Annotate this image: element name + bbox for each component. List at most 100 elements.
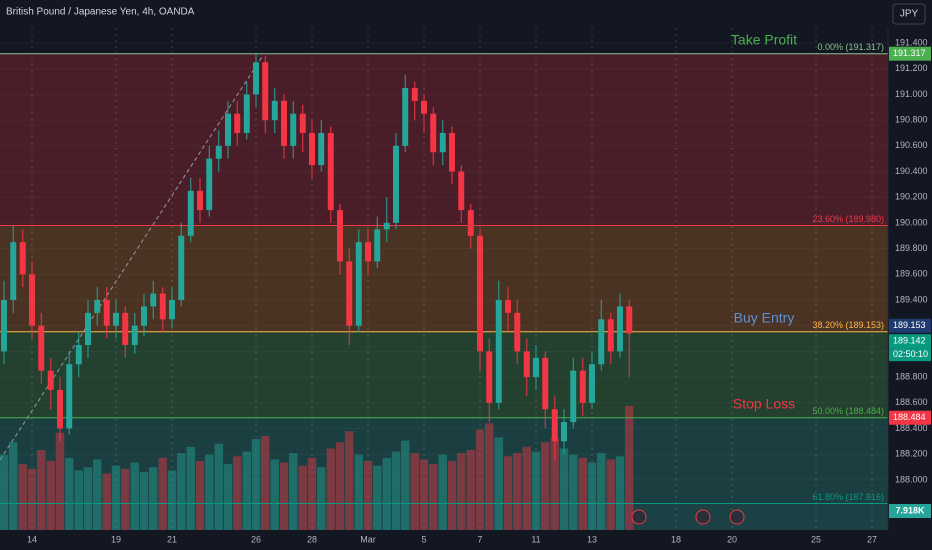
price-axis — [888, 0, 932, 550]
candle-body — [402, 88, 409, 146]
volume — [0, 405, 634, 530]
currency-button[interactable] — [892, 3, 926, 25]
candle-body — [598, 319, 605, 365]
volume-bar — [27, 468, 37, 530]
candles — [1, 53, 633, 461]
volume-bar — [597, 453, 606, 530]
volume-bar — [177, 453, 186, 530]
currency-label[interactable]: JPY — [900, 9, 919, 20]
candle-body — [626, 306, 633, 334]
candle-body — [411, 88, 418, 101]
volume-tag-label: 7.918K — [895, 505, 925, 515]
volume-bar — [233, 456, 242, 530]
volume-bar — [55, 432, 65, 530]
y-tick-label: 189.800 — [895, 243, 928, 253]
y-tick-label: 191.000 — [895, 89, 928, 99]
volume-bar — [559, 448, 569, 530]
event-icon[interactable] — [729, 509, 745, 525]
candle-body — [150, 293, 157, 307]
chart-title: British Pound / Japanese Yen, 4h, OANDA — [6, 7, 195, 18]
x-tick-label: 7 — [478, 534, 483, 544]
volume-bar — [93, 459, 102, 530]
volume-bar — [195, 460, 205, 530]
candle-body — [383, 222, 390, 230]
x-tick-label: 19 — [111, 534, 121, 544]
x-tick-label: 25 — [811, 534, 821, 544]
x-tick-label: 20 — [727, 534, 737, 544]
candle-body — [449, 132, 455, 172]
grid — [0, 28, 888, 530]
candle-body — [617, 306, 623, 352]
volume-bar — [279, 462, 289, 530]
candle-body — [495, 300, 502, 403]
volume-bar — [457, 453, 466, 530]
candle-body — [159, 293, 166, 320]
volume-bar — [485, 423, 494, 530]
candle-body — [318, 132, 325, 166]
annotation: Stop Loss — [733, 395, 795, 411]
price-tags: 7.918K 191.317 189.153 189.142 02:50:10 188.4… — [889, 46, 931, 518]
candle-body — [533, 357, 539, 378]
price-tag-label: 191.317 — [893, 48, 926, 58]
volume-bar — [317, 467, 326, 530]
candle-body — [579, 370, 586, 403]
y-tick-label: 190.600 — [895, 140, 928, 150]
x-tick-label: 13 — [587, 534, 597, 544]
volume-bar — [625, 405, 634, 530]
volume-bar — [587, 462, 597, 530]
candle-body — [607, 319, 614, 352]
volume-bar — [503, 456, 513, 530]
volume-bar — [139, 471, 149, 530]
volume-bar — [363, 460, 373, 530]
volume-bar — [541, 442, 550, 530]
candle-body — [1, 300, 7, 352]
y-tick-label: 191.200 — [895, 63, 928, 73]
x-tick-label: 11 — [531, 534, 540, 544]
volume-bar — [391, 451, 401, 530]
volume-bar — [382, 457, 391, 530]
volume-bar — [242, 451, 251, 530]
candle-body — [141, 306, 147, 326]
volume-bar — [130, 462, 139, 530]
volume-bar — [270, 459, 279, 530]
candle-body — [271, 100, 278, 121]
x-tick-label: 28 — [307, 534, 317, 544]
volume-tag — [889, 504, 931, 518]
fib-zone — [0, 331, 888, 418]
candle-body — [365, 242, 371, 262]
trend-line — [0, 56, 263, 461]
fib-zone — [0, 225, 888, 332]
event-icon[interactable] — [631, 509, 647, 525]
event-icon[interactable] — [695, 509, 711, 525]
y-tick-label: 188.200 — [895, 449, 928, 459]
candle-body — [523, 351, 530, 378]
volume-bar — [214, 443, 223, 530]
candle-body — [262, 62, 269, 121]
candle-body — [327, 132, 334, 211]
candle-body — [19, 242, 26, 275]
price-tag — [889, 318, 931, 333]
x-tick-label: 27 — [867, 534, 877, 544]
volume-bar — [205, 454, 214, 530]
fib-lines: 0.00% (191.317) 23.60% (189.980) 38.20% (1… — [0, 42, 888, 505]
candle-body — [551, 409, 558, 442]
candle-body — [299, 113, 306, 133]
candle-body — [393, 145, 399, 223]
y-tick-label: 191.400 — [895, 37, 928, 47]
volume-bar — [307, 457, 317, 530]
candle-body — [57, 389, 63, 429]
volume-bar — [615, 456, 625, 530]
candle-body — [169, 300, 175, 320]
volume-bar — [111, 465, 121, 530]
volume-bar — [65, 457, 74, 530]
volume-bar — [419, 459, 429, 530]
fib-label: 23.60% (189.980) — [812, 214, 884, 224]
volume-bar — [494, 437, 503, 530]
candle-body — [47, 370, 54, 390]
y-tick-label: 190.000 — [895, 217, 928, 227]
fib-label: 61.80% (187.816) — [812, 492, 884, 502]
candle-body — [10, 242, 17, 301]
candle-body — [197, 190, 203, 211]
fib-label: 50.00% (188.484) — [812, 406, 884, 416]
